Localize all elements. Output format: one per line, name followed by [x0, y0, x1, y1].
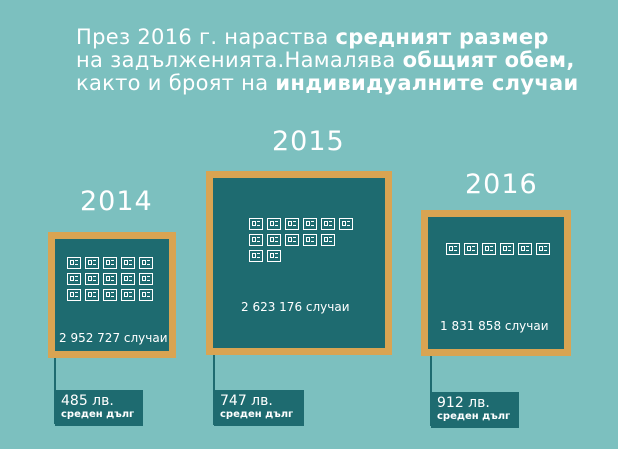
- document-icon: [139, 257, 153, 269]
- debt-badge-2015: 747 лв. среден дълг: [214, 390, 304, 426]
- connector-2016: [430, 356, 432, 426]
- debt-amount-2015: 747 лв.: [220, 393, 273, 409]
- case-icons-2014: [67, 257, 153, 301]
- document-icon: [249, 218, 263, 230]
- headline-text: През 2016 г. нараства: [76, 25, 336, 49]
- document-icon: [121, 257, 135, 269]
- debt-badge-2014: 485 лв. среден дълг: [55, 390, 143, 426]
- document-icon: [321, 234, 335, 246]
- document-icon: [85, 289, 99, 301]
- document-icon: [67, 257, 81, 269]
- document-icon: [518, 243, 532, 255]
- document-icon: [303, 234, 317, 246]
- document-icon: [85, 257, 99, 269]
- year-label-2015: 2015: [272, 126, 345, 157]
- debt-label-2014: среден дълг: [61, 409, 135, 420]
- document-icon: [67, 273, 81, 285]
- cases-count-2014: 2 952 727 случаи: [59, 331, 168, 345]
- panel-2015: 2 623 176 случаи: [206, 171, 392, 355]
- document-icon: [536, 243, 550, 255]
- headline: През 2016 г. нараства средният размер на…: [76, 26, 596, 95]
- headline-emphasis: средният размер: [335, 25, 549, 49]
- document-icon: [139, 273, 153, 285]
- cases-count-2015: 2 623 176 случаи: [241, 300, 350, 314]
- debt-label-2015: среден дълг: [220, 409, 294, 420]
- document-icon: [249, 234, 263, 246]
- debt-amount-2014: 485 лв.: [61, 393, 114, 409]
- year-label-2014: 2014: [80, 186, 153, 217]
- headline-emphasis: общият обем,: [402, 48, 575, 72]
- panel-2016: 1 831 858 случаи: [421, 210, 571, 356]
- document-icon: [103, 257, 117, 269]
- document-icon: [285, 218, 299, 230]
- debt-label-2016: среден дълг: [437, 411, 511, 422]
- debt-amount-2016: 912 лв.: [437, 395, 490, 411]
- icon-spacer: [303, 250, 317, 262]
- debt-badge-2016: 912 лв. среден дълг: [431, 392, 519, 428]
- document-icon: [67, 289, 81, 301]
- case-icons-2015: [249, 218, 353, 262]
- document-icon: [103, 273, 117, 285]
- year-label-2016: 2016: [465, 169, 538, 200]
- headline-text: както и броят на: [76, 71, 276, 95]
- document-icon: [464, 243, 478, 255]
- headline-emphasis: индивидуалните случаи: [275, 71, 579, 95]
- document-icon: [85, 273, 99, 285]
- case-icons-2016: [446, 243, 550, 255]
- document-icon: [303, 218, 317, 230]
- document-icon: [267, 218, 281, 230]
- icon-spacer: [321, 250, 335, 262]
- document-icon: [139, 289, 153, 301]
- document-icon: [321, 218, 335, 230]
- document-icon: [249, 250, 263, 262]
- document-icon: [482, 243, 496, 255]
- document-icon: [103, 289, 117, 301]
- document-icon: [121, 273, 135, 285]
- icon-spacer: [285, 250, 299, 262]
- cases-count-2016: 1 831 858 случаи: [440, 319, 549, 333]
- document-icon: [500, 243, 514, 255]
- document-icon: [267, 234, 281, 246]
- document-icon: [285, 234, 299, 246]
- document-icon: [121, 289, 135, 301]
- document-icon: [339, 218, 353, 230]
- panel-2014: 2 952 727 случаи: [48, 232, 176, 358]
- icon-spacer: [339, 234, 353, 246]
- document-icon: [267, 250, 281, 262]
- icon-spacer: [339, 250, 353, 262]
- headline-text: на задълженията.Намалява: [76, 48, 403, 72]
- document-icon: [446, 243, 460, 255]
